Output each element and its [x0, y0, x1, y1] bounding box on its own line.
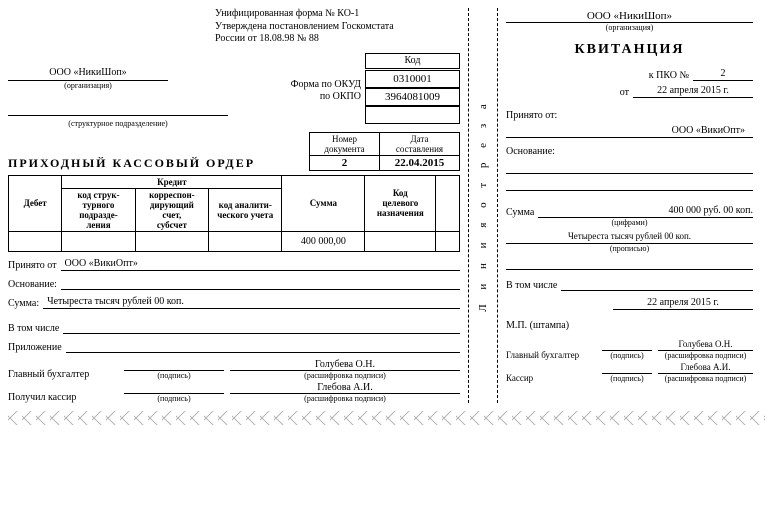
r-incl-label: В том числе — [506, 280, 557, 291]
attach-value — [66, 340, 460, 353]
cut-label: Л и н и я о т р е з а — [477, 98, 489, 312]
accepted-label: Принято от — [8, 260, 57, 271]
r-sig2-name-cap: (расшифровка подписи) — [658, 374, 753, 383]
r-sum-caption: (цифрами) — [506, 218, 753, 227]
col-sub3: код аналити- ческого учета — [209, 188, 282, 231]
sig1-sign — [124, 359, 224, 371]
cell-blank — [436, 231, 460, 251]
r-sum-words-cap: (прописью) — [506, 244, 753, 253]
r-accepted-label: Принято от: — [506, 110, 557, 121]
receipt-panel: ООО «НикиШоп» (организация) КВИТАНЦИЯ к … — [498, 8, 753, 403]
r-sig1-sign — [602, 339, 652, 351]
subdivision-caption: (структурное подразделение) — [8, 119, 228, 128]
r-basis-value — [506, 161, 753, 174]
receipt-org: ООО «НикиШоп» — [506, 10, 753, 23]
r-accepted-value: ООО «ВикиОпт» — [506, 125, 753, 138]
r-sig1-name-cap: (расшифровка подписи) — [658, 351, 753, 360]
r-sig1-name: Голубева О.Н. — [658, 339, 753, 351]
r-sum-value: 400 000 руб. 00 коп. — [538, 205, 753, 218]
code-header: Код — [365, 53, 460, 69]
pko-label: к ПКО № — [649, 70, 689, 81]
order-panel: Унифицированная форма № КО-1 Утверждена … — [8, 8, 468, 403]
form-header: Унифицированная форма № КО-1 Утверждена … — [215, 8, 460, 46]
cell-sub1 — [62, 231, 135, 251]
header-line: Утверждена постановлением Госкомстата — [215, 21, 460, 34]
sig1-role: Главный бухгалтер — [8, 369, 118, 380]
header-line: России от 18.08.98 № 88 — [215, 33, 460, 46]
subdivision-code — [365, 106, 460, 124]
sum-words: Четыреста тысяч рублей 00 коп. — [43, 296, 460, 309]
mp-label: М.П. (штампа) — [506, 320, 753, 331]
r-basis-label: Основание: — [506, 146, 555, 157]
cell-sub3 — [209, 231, 282, 251]
org-name: ООО «НикиШоп» — [8, 67, 168, 81]
org-caption: (организация) — [8, 81, 168, 90]
receipt-date-label: от — [620, 87, 629, 98]
col-blank — [436, 175, 460, 231]
r-sum-label: Сумма — [506, 207, 534, 218]
receipt-date: 22 апреля 2015 г. — [633, 85, 753, 98]
r-sig2-sign — [602, 362, 652, 374]
sig2-role: Получил кассир — [8, 392, 118, 403]
okud-value: 0310001 — [365, 70, 460, 88]
col-debet: Дебет — [9, 175, 62, 231]
cell-code — [365, 231, 436, 251]
cell-sum: 400 000,00 — [282, 231, 365, 251]
sig2-name-cap: (расшифровка подписи) — [230, 394, 460, 403]
accepted-value: ООО «ВикиОпт» — [61, 258, 460, 271]
r-incl-value — [561, 278, 753, 291]
cell-debet — [9, 231, 62, 251]
r-sig2-name: Глебова А.И. — [658, 362, 753, 374]
col-sub1: код струк- турного подразде- ления — [62, 188, 135, 231]
docnum-value: 2 — [310, 155, 380, 170]
r-date2: 22 апреля 2015 г. — [613, 297, 753, 310]
torn-edge — [8, 411, 765, 425]
cut-line: Л и н и я о т р е з а — [468, 8, 498, 403]
r-sum-words: Четыреста тысяч рублей 00 коп. — [506, 231, 753, 244]
col-sub2: корреспон- дирующий счет, субсчет — [135, 188, 208, 231]
sig1-sign-cap: (подпись) — [124, 371, 224, 380]
incl-label: В том числе — [8, 323, 59, 334]
cell-sub2 — [135, 231, 208, 251]
attach-label: Приложение — [8, 342, 62, 353]
incl-value — [63, 321, 460, 334]
col-kredit: Кредит — [62, 175, 282, 188]
okud-label: Форма по ОКУД — [291, 79, 361, 90]
docdate-head: Дата составления — [380, 132, 460, 155]
r-sum-words2 — [506, 257, 753, 270]
subdivision-field — [8, 102, 228, 116]
ledger-table: Дебет Кредит Сумма Код целевого назначен… — [8, 175, 460, 252]
okpo-label: по ОКПО — [8, 91, 365, 102]
sum-label: Сумма: — [8, 298, 39, 309]
sig1-name: Голубева О.Н. — [230, 359, 460, 371]
document-page: Унифицированная форма № КО-1 Утверждена … — [8, 8, 765, 403]
sig2-sign-cap: (подпись) — [124, 394, 224, 403]
pko-value: 2 — [693, 68, 753, 81]
col-code: Код целевого назначения — [365, 175, 436, 231]
sig2-name: Глебова А.И. — [230, 382, 460, 394]
r-basis-value2 — [506, 178, 753, 191]
docdate-value: 22.04.2015 — [380, 155, 460, 170]
header-line: Унифицированная форма № КО-1 — [215, 8, 460, 21]
col-sum: Сумма — [282, 175, 365, 231]
docnum-table: Номер документа Дата составления 2 22.04… — [309, 132, 460, 171]
okpo-value: 3964081009 — [365, 88, 460, 106]
r-sig1-role: Главный бухгалтер — [506, 350, 596, 360]
docnum-head: Номер документа — [310, 132, 380, 155]
receipt-title: КВИТАНЦИЯ — [506, 42, 753, 58]
sig1-name-cap: (расшифровка подписи) — [230, 371, 460, 380]
basis-value — [61, 277, 460, 290]
receipt-org-cap: (организация) — [506, 23, 753, 32]
basis-label: Основание: — [8, 279, 57, 290]
sig2-sign — [124, 382, 224, 394]
r-sig1-sign-cap: (подпись) — [602, 351, 652, 360]
r-sig2-role: Кассир — [506, 373, 596, 383]
r-sig2-sign-cap: (подпись) — [602, 374, 652, 383]
order-title: ПРИХОДНЫЙ КАССОВЫЙ ОРДЕР — [8, 156, 309, 171]
